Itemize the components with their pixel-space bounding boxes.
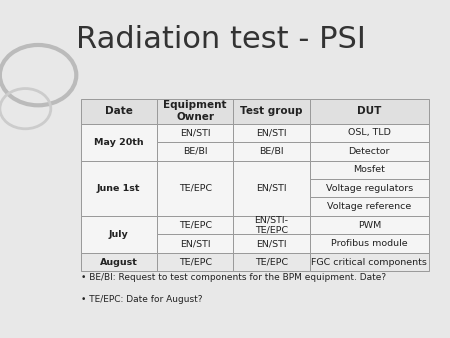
Text: EN/STI: EN/STI [180,128,211,138]
Text: TE/EPC: TE/EPC [179,258,212,267]
Text: Voltage reference: Voltage reference [327,202,411,211]
Text: PWM: PWM [358,221,381,230]
Bar [157,142,234,161]
Bar [81,253,157,271]
Text: BE/BI: BE/BI [259,147,284,156]
Text: EN/STI: EN/STI [256,239,287,248]
Bar [310,142,429,161]
Text: EN/STI-
TE/EPC: EN/STI- TE/EPC [255,215,288,235]
Bar [310,234,429,253]
Bar [157,234,234,253]
Text: DUT: DUT [357,106,382,116]
Text: June 1st: June 1st [97,184,140,193]
Text: May 20th: May 20th [94,138,144,147]
Bar [81,216,157,253]
Text: EN/STI: EN/STI [256,184,287,193]
Text: Date: Date [105,106,133,116]
Bar [310,179,429,197]
Bar [234,124,310,142]
Bar [81,99,157,124]
Bar [234,216,310,234]
Text: Radiation test - PSI: Radiation test - PSI [76,25,365,54]
Bar [234,99,310,124]
Bar [310,124,429,142]
Text: Detector: Detector [348,147,390,156]
Bar [234,142,310,161]
Text: OSL, TLD: OSL, TLD [348,128,391,138]
Bar [157,99,234,124]
Bar [157,124,234,142]
Bar [310,216,429,234]
Bar [234,234,310,253]
Text: BE/BI: BE/BI [183,147,207,156]
Bar [310,99,429,124]
Bar [157,161,234,216]
Text: Mosfet: Mosfet [353,165,385,174]
Text: EN/STI: EN/STI [180,239,211,248]
Text: August: August [100,258,138,267]
Bar [81,124,157,161]
Bar [310,197,429,216]
Text: Equipment
Owner: Equipment Owner [163,100,227,122]
Text: Profibus module: Profibus module [331,239,408,248]
Text: • BE/BI: Request to test components for the BPM equipment. Date?: • BE/BI: Request to test components for … [81,273,386,283]
Text: July: July [109,230,129,239]
Text: FGC critical components: FGC critical components [311,258,427,267]
Text: TE/EPC: TE/EPC [179,184,212,193]
Bar [234,161,310,216]
Text: Test group: Test group [240,106,303,116]
Text: TE/EPC: TE/EPC [179,221,212,230]
Bar [81,161,157,216]
Text: • TE/EPC: Date for August?: • TE/EPC: Date for August? [81,295,202,304]
Bar [157,253,234,271]
Bar [310,253,429,271]
Text: Voltage regulators: Voltage regulators [326,184,413,193]
Text: EN/STI: EN/STI [256,128,287,138]
Bar [310,161,429,179]
Text: TE/EPC: TE/EPC [255,258,288,267]
Bar [234,253,310,271]
Bar [157,216,234,234]
